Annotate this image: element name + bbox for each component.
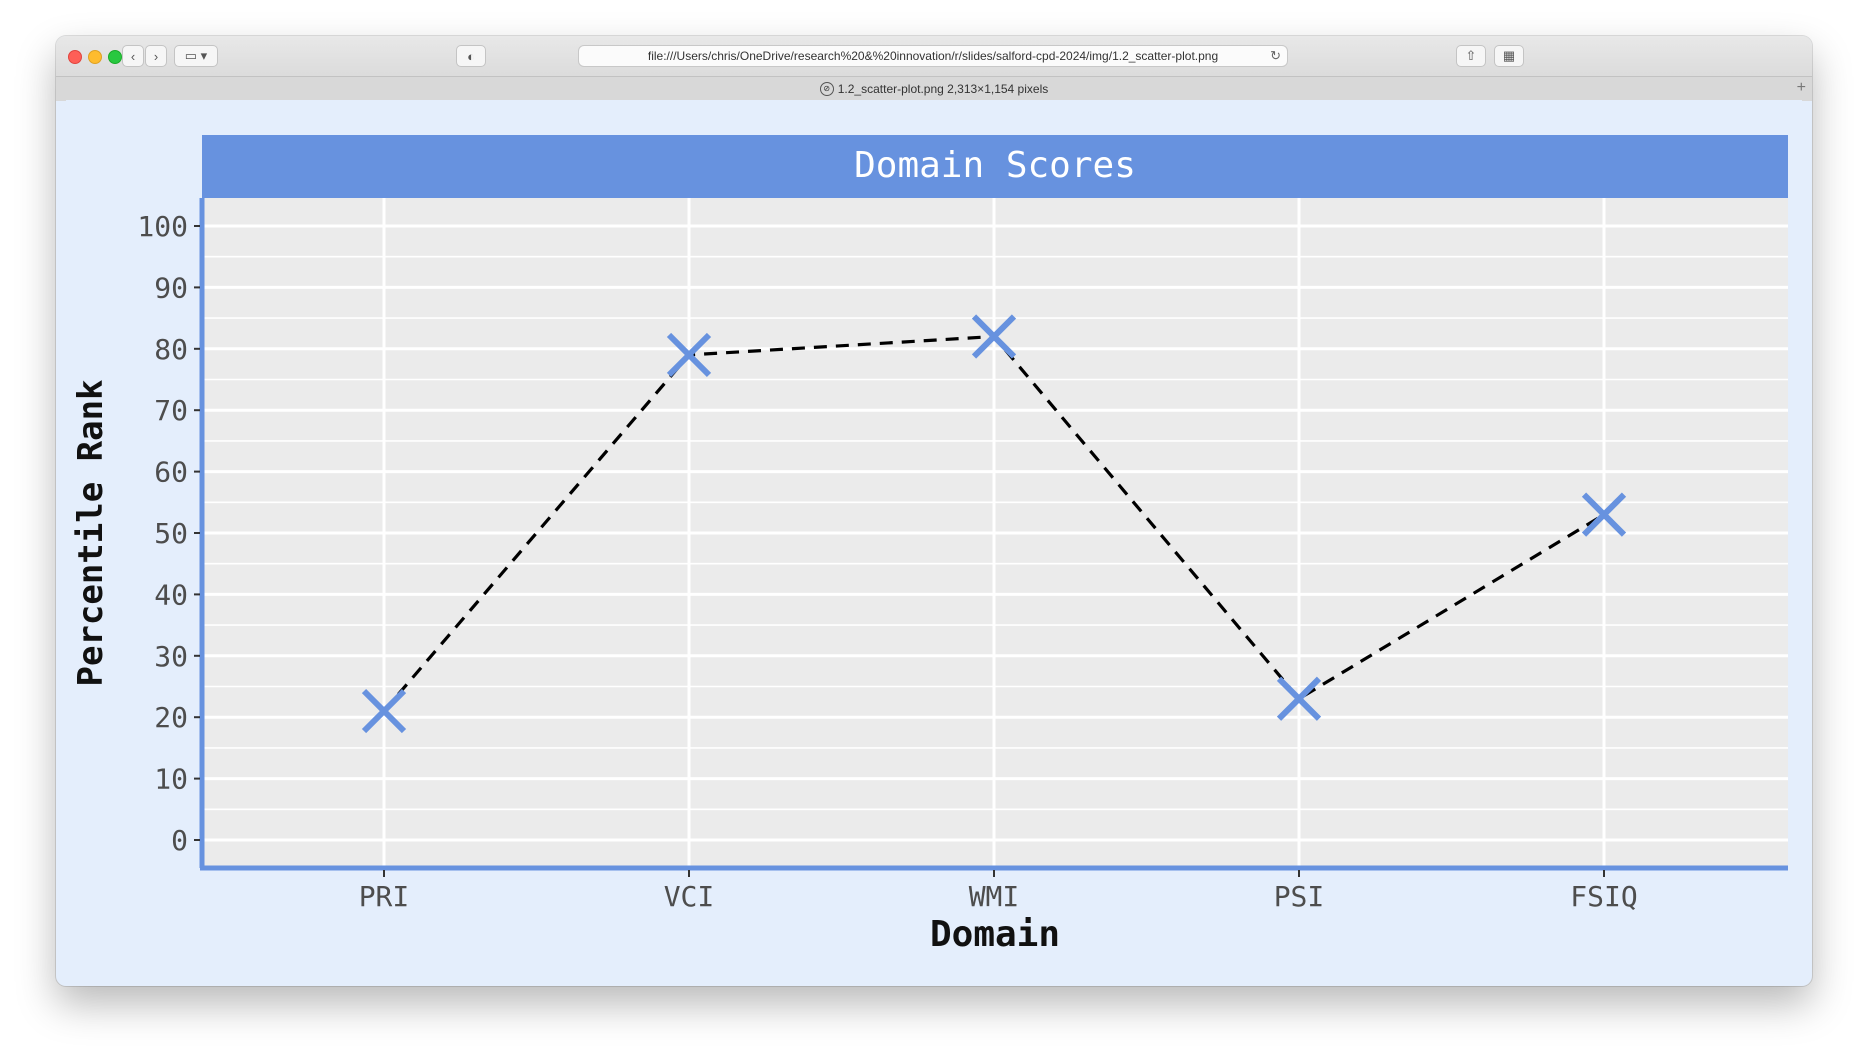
url-text: file:///Users/chris/OneDrive/research%20… bbox=[647, 49, 1219, 63]
tab-bar[interactable]: ⊘ 1.2_scatter-plot.png 2,313×1,154 pixel… bbox=[56, 76, 1812, 101]
data-points bbox=[361, 314, 1627, 734]
title-bar: ‹ › ▭ ▾ ◐ file:///Users/chris/OneDrive/r… bbox=[56, 36, 1812, 101]
share-icon: ⇧ bbox=[1465, 48, 1477, 63]
grid-icon: ▦ bbox=[1502, 48, 1516, 63]
data-point-fsiq bbox=[1581, 492, 1627, 537]
sidebar-button[interactable]: ▭ ▾ bbox=[174, 45, 218, 67]
y-tick-label: 10 bbox=[154, 763, 188, 796]
compass-icon: ⊘ bbox=[819, 82, 834, 96]
data-point-pri bbox=[361, 688, 407, 734]
address-bar[interactable]: file:///Users/chris/OneDrive/research%20… bbox=[578, 45, 1288, 67]
x-tick-label: PSI bbox=[1274, 880, 1325, 913]
shield-icon: ◐ bbox=[467, 48, 475, 64]
data-point-vci bbox=[666, 332, 712, 378]
x-tick-label: PRI bbox=[359, 880, 410, 913]
y-tick-label: 90 bbox=[154, 271, 188, 304]
chevron-right-icon: › bbox=[153, 48, 159, 64]
data-point-psi bbox=[1276, 676, 1322, 721]
x-tick-label: WMI bbox=[969, 880, 1020, 913]
back-button[interactable]: ‹ bbox=[122, 45, 144, 67]
y-tick-label: 0 bbox=[171, 824, 188, 857]
y-tick-labels: 0 10 20 30 40 50 60 70 80 90 100 bbox=[137, 210, 188, 857]
data-point-wmi bbox=[971, 314, 1017, 359]
gridlines bbox=[202, 198, 1788, 868]
forward-button[interactable]: › bbox=[145, 45, 167, 67]
x-tick-labels: PRI VCI WMI PSI FSIQ bbox=[359, 880, 1638, 913]
y-tick-label: 40 bbox=[154, 578, 188, 611]
tab-overview-button[interactable]: ▦ bbox=[1494, 45, 1524, 67]
y-tick-label: 50 bbox=[154, 517, 188, 550]
y-tick-label: 80 bbox=[154, 333, 188, 366]
y-tick-label: 100 bbox=[137, 210, 188, 243]
title-band bbox=[202, 135, 1788, 198]
y-axis-label: Percentile Rank bbox=[71, 379, 111, 686]
y-tick-label: 30 bbox=[154, 640, 188, 673]
reload-icon[interactable]: ↻ bbox=[1270, 48, 1281, 63]
chart-title: Domain Scores bbox=[854, 145, 1136, 186]
browser-window: ‹ › ▭ ▾ ◐ file:///Users/chris/OneDrive/r… bbox=[56, 36, 1812, 986]
tab-title: 1.2_scatter-plot.png 2,313×1,154 pixels bbox=[837, 82, 1049, 96]
x-axis-label: Domain bbox=[930, 914, 1060, 955]
new-tab-button[interactable]: + bbox=[1796, 79, 1806, 96]
y-tick-label: 20 bbox=[154, 701, 188, 734]
y-tick-label: 60 bbox=[154, 456, 188, 489]
sidebar-icon: ▭ ▾ bbox=[184, 48, 208, 63]
scatter-chart: Domain Scores 0 10 20 30 40 50 60 70 80 90 100 PRI… bbox=[71, 135, 1788, 955]
privacy-shield-button[interactable]: ◐ bbox=[456, 45, 486, 67]
image-viewport: Domain Scores 0 10 20 30 40 50 60 70 80 90 100 PRI… bbox=[66, 100, 1802, 962]
x-tick-label: FSIQ bbox=[1570, 880, 1637, 913]
minimize-window-button[interactable] bbox=[88, 50, 102, 64]
axes bbox=[194, 198, 1788, 877]
maximize-window-button[interactable] bbox=[108, 50, 122, 64]
chevron-left-icon: ‹ bbox=[130, 48, 136, 64]
y-tick-label: 70 bbox=[154, 394, 188, 427]
x-tick-label: VCI bbox=[664, 880, 715, 913]
close-window-button[interactable] bbox=[68, 50, 82, 64]
share-button[interactable]: ⇧ bbox=[1456, 45, 1486, 67]
